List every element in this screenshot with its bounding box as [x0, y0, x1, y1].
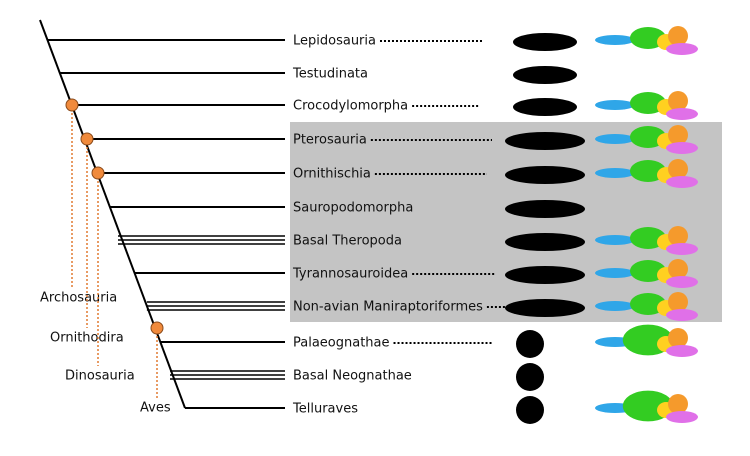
trunk: [39, 19, 186, 409]
brain-medulla: [666, 411, 698, 423]
brain-medulla: [666, 276, 698, 288]
animal-silhouette: [516, 363, 544, 391]
brain-cerebellum: [668, 226, 688, 246]
animal-silhouette: [505, 233, 585, 251]
brain-cerebrum: [630, 260, 666, 282]
taxon-label: Telluraves: [292, 402, 358, 417]
brain-medulla: [666, 345, 698, 357]
taxon-label: Ornithischia: [293, 167, 371, 182]
brain-cerebellum: [668, 292, 688, 312]
taxon-label: Basal Theropoda: [293, 234, 402, 249]
taxon-label: Testudinata: [292, 67, 368, 82]
animal-silhouette: [513, 98, 577, 116]
brain-cerebellum: [668, 91, 688, 111]
brain-cerebellum: [668, 159, 688, 179]
brain-olfactory: [595, 235, 635, 245]
animal-silhouette: [505, 200, 585, 218]
animal-silhouette: [505, 266, 585, 284]
taxon-label: Crocodylomorpha: [293, 99, 408, 114]
brain-cerebrum: [630, 92, 666, 114]
clade-label: Ornithodira: [50, 331, 124, 346]
animal-silhouette: [516, 396, 544, 424]
brain-olfactory: [595, 268, 635, 278]
brain-cerebrum: [630, 126, 666, 148]
brain-cerebellum: [668, 394, 688, 414]
animal-silhouette: [513, 33, 577, 51]
brain-cerebellum: [668, 125, 688, 145]
animal-silhouette: [505, 299, 585, 317]
brain-medulla: [666, 108, 698, 120]
brain-cerebellum: [668, 26, 688, 46]
brain-olfactory: [595, 301, 635, 311]
taxon-label: Pterosauria: [293, 133, 367, 148]
brain-cerebrum: [630, 227, 666, 249]
animal-silhouette: [516, 330, 544, 358]
brain-cerebrum: [630, 160, 666, 182]
brain-medulla: [666, 176, 698, 188]
animal-silhouette: [505, 132, 585, 150]
clade-label: Aves: [140, 401, 171, 416]
clade-node: [65, 98, 79, 112]
brain-medulla: [666, 43, 698, 55]
taxon-label: Palaeognathae: [293, 336, 390, 351]
brain-cerebrum: [630, 27, 666, 49]
brain-olfactory: [595, 35, 635, 45]
brain-cerebellum: [668, 328, 688, 348]
brain-olfactory: [595, 168, 635, 178]
brain-olfactory: [595, 134, 635, 144]
brain-olfactory: [595, 100, 635, 110]
animal-silhouette: [513, 66, 577, 84]
clade-label: Dinosauria: [65, 369, 135, 384]
brain-medulla: [666, 142, 698, 154]
taxon-label: Non-avian Maniraptoriformes: [293, 300, 483, 315]
highlight-box: [290, 122, 722, 322]
clade-node: [80, 132, 94, 146]
clade-node: [91, 166, 105, 180]
taxon-label: Basal Neognathae: [293, 369, 412, 384]
clade-node: [150, 321, 164, 335]
animal-silhouette: [505, 166, 585, 184]
brain-cerebrum: [630, 293, 666, 315]
brain-medulla: [666, 243, 698, 255]
brain-cerebellum: [668, 259, 688, 279]
brain-medulla: [666, 309, 698, 321]
taxon-label: Lepidosauria: [293, 34, 376, 49]
taxon-label: Tyrannosauroidea: [292, 267, 408, 282]
clade-label: Archosauria: [40, 291, 117, 306]
tree-layer: Lepidosauria Testudinata Crocodylomorpha Pt…: [40, 26, 698, 424]
taxon-label: Sauropodomorpha: [293, 201, 413, 216]
